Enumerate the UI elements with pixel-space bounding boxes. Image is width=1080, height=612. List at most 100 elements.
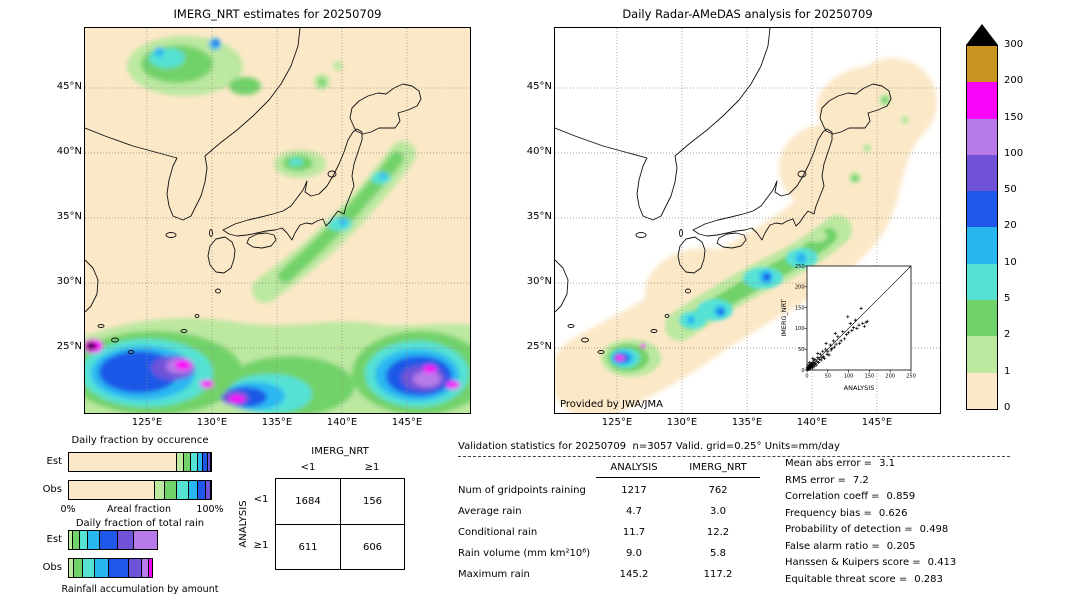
metric-label: Probability of detection = bbox=[785, 524, 913, 535]
metric-row: Frequency bias = 0.626 bbox=[785, 508, 908, 519]
colorbar-tick-label: 0 bbox=[1004, 402, 1011, 413]
bar-segment-1-2 bbox=[154, 481, 165, 499]
contingency-cell-hits-none: 1684 bbox=[295, 496, 321, 507]
contingency-cell-hits: 606 bbox=[340, 524, 404, 569]
colorbar-segment bbox=[967, 154, 997, 192]
bar-segment-20-50 bbox=[108, 559, 128, 577]
bar-segment-20-50 bbox=[197, 481, 206, 499]
total-rain-bar-est bbox=[68, 530, 158, 550]
lat-tick-label: 45°N bbox=[56, 81, 82, 92]
bar-segment-100-150 bbox=[210, 453, 212, 471]
lat-tick-label: 35°N bbox=[526, 211, 552, 222]
inset-ticks: 00 50 50 100 100 150 150 200 200 250 250 bbox=[795, 264, 916, 380]
stat-imerg-value: 117.2 bbox=[703, 569, 733, 580]
validation-row: Average rain 4.7 3.0 bbox=[458, 506, 760, 517]
svg-text:50: 50 bbox=[798, 347, 804, 353]
validation-row: Conditional rain 11.7 12.2 bbox=[458, 527, 760, 538]
metric-label: Mean abs error = bbox=[785, 458, 873, 469]
metric-row: Correlation coeff = 0.859 bbox=[785, 491, 915, 502]
dashed-divider bbox=[458, 456, 1010, 457]
bar-segment-2-5 bbox=[182, 453, 191, 471]
lon-tick-label: 130°E bbox=[666, 417, 698, 428]
header-underline bbox=[596, 477, 760, 478]
validation-row: Rain volume (mm km²10⁶) 9.0 5.8 bbox=[458, 548, 760, 559]
bar-segment-50-100 bbox=[207, 453, 211, 471]
bar-segment-50-100 bbox=[127, 559, 141, 577]
stat-label: Average rain bbox=[458, 506, 522, 517]
lat-tick-label: 25°N bbox=[56, 341, 82, 352]
bar-segment-1-2 bbox=[175, 453, 183, 471]
bar-segment-10-20 bbox=[93, 559, 109, 577]
right-map: 0 0 50 50 100 100 150 150 200 200 250 250 ANALYSIS … bbox=[554, 27, 941, 414]
svg-text:150: 150 bbox=[865, 374, 875, 380]
bar-segment-100-150 bbox=[132, 531, 157, 549]
svg-text:150: 150 bbox=[795, 305, 805, 311]
total-rain-chart-title: Daily fraction of total rain bbox=[75, 518, 205, 529]
bar-segment-50-100 bbox=[117, 531, 133, 549]
inset-points bbox=[805, 306, 869, 372]
metric-row: Equitable threat score = 0.283 bbox=[785, 574, 943, 585]
metric-label: Equitable threat score = bbox=[785, 574, 908, 585]
bar-segment-100-150 bbox=[209, 481, 211, 499]
inset-ylabel: IMERG_NRT bbox=[780, 299, 788, 336]
bar-segment-100-150 bbox=[140, 559, 148, 577]
occurrence-bar-est bbox=[68, 452, 213, 472]
lat-tick-label: 25°N bbox=[526, 341, 552, 352]
bar-segment-5-10 bbox=[82, 559, 94, 577]
colorbar-tick-label: 10 bbox=[1004, 257, 1017, 268]
bar-segment-lt1 bbox=[69, 453, 176, 471]
svg-text:250: 250 bbox=[906, 374, 916, 380]
stat-analysis-value: 9.0 bbox=[626, 548, 642, 559]
colorbar-segment bbox=[967, 263, 997, 301]
colorbar-segment bbox=[967, 46, 997, 83]
metric-value: 7.2 bbox=[852, 475, 869, 486]
metric-label: False alarm ratio = bbox=[785, 541, 880, 552]
metric-row: RMS error = 7.2 bbox=[785, 475, 869, 486]
colorbar-tick-label: 300 bbox=[1004, 39, 1024, 50]
bar-segment-2-5 bbox=[164, 481, 177, 499]
metric-value: 0.626 bbox=[878, 508, 908, 519]
metric-value: 0.283 bbox=[914, 574, 943, 585]
spacer bbox=[458, 462, 592, 473]
bar-segment-150-200 bbox=[147, 559, 153, 577]
inset-diagonal-line bbox=[806, 265, 912, 371]
contingency-cell-miss: 611 bbox=[276, 524, 340, 569]
svg-text:0: 0 bbox=[805, 374, 808, 380]
left-map-precipitation bbox=[85, 36, 470, 413]
right-map-title: Daily Radar-AMeDAS analysis for 20250709 bbox=[622, 7, 873, 21]
x-axis-max-label: 100% bbox=[196, 504, 224, 515]
colorbar-segment bbox=[967, 191, 997, 228]
colorbar-segment bbox=[967, 372, 997, 409]
lat-tick-label: 35°N bbox=[56, 211, 82, 222]
contingency-col-label: <1 bbox=[300, 462, 316, 473]
metric-row: Hanssen & Kuipers score = 0.413 bbox=[785, 557, 956, 568]
x-axis-title: Areal fraction bbox=[106, 504, 171, 515]
stat-analysis-value: 11.7 bbox=[622, 527, 646, 538]
obs-label: Obs bbox=[42, 484, 62, 495]
bar-segment-5-10 bbox=[176, 481, 188, 499]
svg-text:200: 200 bbox=[885, 374, 895, 380]
colorbar-tick-label: 200 bbox=[1004, 75, 1024, 86]
bar-segment-10-20 bbox=[187, 481, 198, 499]
metric-value: 0.498 bbox=[919, 524, 949, 535]
lon-tick-label: 135°E bbox=[261, 417, 293, 428]
colorbar-segment bbox=[967, 227, 997, 264]
stat-imerg-value: 3.0 bbox=[710, 506, 726, 517]
metric-label: Frequency bias = bbox=[785, 508, 872, 519]
bar-segment-2-5 bbox=[73, 559, 83, 577]
colorbar-tick-label: 2 bbox=[1004, 329, 1011, 340]
bar-segment-5-10 bbox=[78, 531, 88, 549]
lat-tick-label: 40°N bbox=[56, 146, 82, 157]
contingency-cell-false: 156 bbox=[340, 479, 404, 524]
lat-tick-label: 45°N bbox=[526, 81, 552, 92]
obs-label: Obs bbox=[42, 562, 62, 573]
metric-label: Correlation coeff = bbox=[785, 491, 880, 502]
colorbar-tick-label: 5 bbox=[1004, 293, 1011, 304]
colorbar-over-arrow bbox=[966, 24, 998, 45]
lon-tick-label: 130°E bbox=[196, 417, 228, 428]
validation-col-analysis: ANALYSIS bbox=[610, 462, 658, 473]
contingency-table: 1684 156 611 606 bbox=[275, 478, 405, 570]
